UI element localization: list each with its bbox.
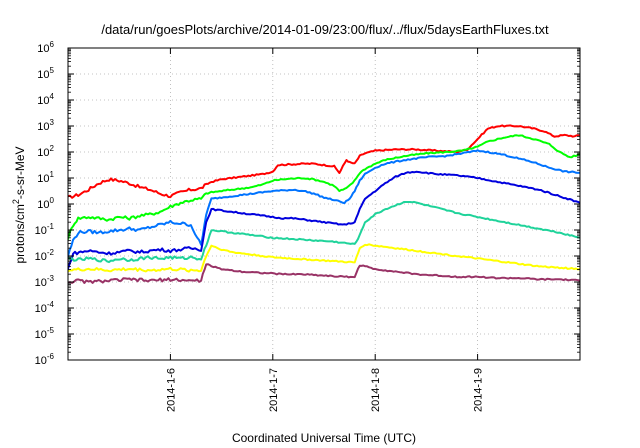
x-tick-label: 2014-1-6 [165,368,177,412]
y-tick-label-exponent: 4 [50,92,55,101]
y-tick-label: 104 [37,92,54,107]
x-axis-label: Coordinated Universal Time (UTC) [232,431,416,445]
series-line [68,134,580,240]
y-tick-label: 10-2 [35,248,55,263]
y-tick-label-base: 10 [37,199,49,211]
series-line [68,263,580,284]
y-tick-label: 10-5 [35,326,55,341]
axis-ticks [68,47,580,361]
y-tick-label: 105 [37,66,54,81]
y-tick-label-base: 10 [37,147,49,159]
series-line [68,170,580,270]
y-tick-label-base: 10 [37,121,49,133]
y-tick-label-exponent: 2 [50,144,55,153]
y-axis-label: protons/cm2-s-sr-MeV [11,146,27,263]
x-tick-label: 2014-1-9 [473,368,485,412]
series-line [68,124,580,199]
y-tick-label-exponent: -2 [47,248,55,257]
x-tick-label: 2014-1-7 [268,368,280,412]
y-tick-label-exponent: -3 [47,274,55,283]
x-tick-label: 2014-1-8 [370,368,382,412]
y-tick-label-base: 10 [35,277,47,289]
y-tick-label-exponent: -1 [47,222,55,231]
y-tick-label-base: 10 [37,173,49,185]
y-tick-label-base: 10 [35,355,47,367]
y-tick-label: 10-6 [35,352,55,367]
y-tick-label: 103 [37,118,54,133]
x-tick-labels: 2014-1-6 2014-1-7 2014-1-8 2014-1-9 [165,368,484,412]
y-tick-label-exponent: 1 [50,170,55,179]
series-line [68,200,580,264]
y-tick-label-base: 10 [35,225,47,237]
grid [68,48,580,360]
y-axis-label-base: protons/cm [13,204,27,263]
y-tick-label-base: 10 [35,303,47,315]
y-tick-label-base: 10 [35,251,47,263]
y-tick-label-base: 10 [37,95,49,107]
y-tick-label: 102 [37,144,54,159]
series-line [68,243,580,273]
y-tick-label: 106 [37,40,54,55]
y-tick-label-exponent: 0 [50,196,55,205]
series-lines [68,124,580,284]
series-line [68,149,580,258]
y-tick-label-base: 10 [37,43,49,55]
y-tick-label: 101 [37,170,54,185]
y-axis-label-superscript: 2 [11,199,21,204]
y-tick-label: 100 [37,196,54,211]
y-tick-label-exponent: -5 [47,326,55,335]
y-tick-label-exponent: 3 [50,118,55,127]
y-tick-labels: 10-610-510-410-310-210-11001011021031041… [35,40,55,367]
chart-title: /data/run/goesPlots/archive/2014-01-09/2… [101,22,549,37]
y-tick-label-base: 10 [35,329,47,341]
y-tick-label-exponent: 5 [50,66,55,75]
y-axis-label-rest: -s-sr-MeV [13,146,27,199]
y-tick-label-base: 10 [37,69,49,81]
y-tick-label-exponent: 6 [50,40,55,49]
y-tick-label: 10-3 [35,274,55,289]
y-tick-label-exponent: -4 [47,300,55,309]
y-tick-label-exponent: -6 [47,352,55,361]
y-tick-label: 10-1 [35,222,55,237]
y-tick-label: 10-4 [35,300,55,315]
